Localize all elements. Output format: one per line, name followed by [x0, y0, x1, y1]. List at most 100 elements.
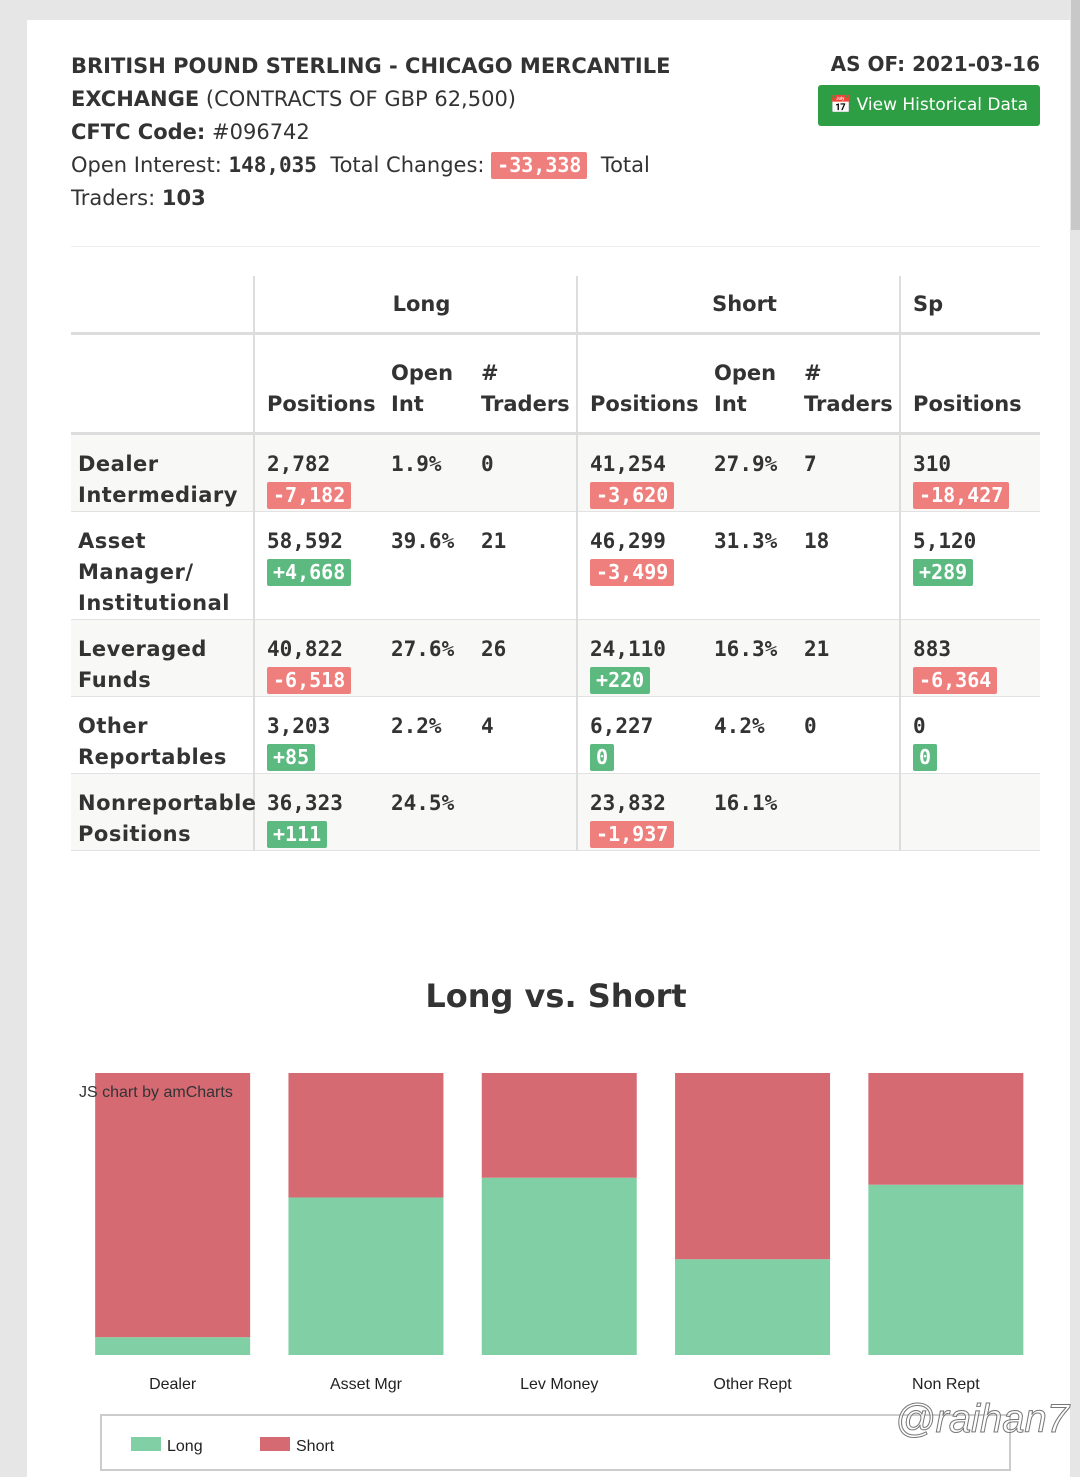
code-label: CFTC Code:	[71, 120, 206, 144]
as-of: AS OF: 2021-03-16	[831, 52, 1040, 76]
table-body: Dealer Intermediary 2,782 -7,182 1.9% 0 41,25…	[71, 433, 1040, 851]
change-wrap: -3,620	[590, 480, 702, 511]
cell-value: 6,227	[590, 714, 654, 738]
row: Other Reportables 3,203 +85 2.2% 4 6,227 0 4.2%…	[71, 696, 1040, 774]
column-header: # Traders	[469, 333, 578, 435]
cell-value: 0	[481, 452, 494, 476]
oi-label: Open Interest:	[71, 153, 222, 177]
change-badge: -7,182	[267, 482, 352, 509]
change-wrap: +289	[913, 557, 1040, 588]
row: Asset Manager/ Institutional 58,592 +4,668…	[71, 511, 1040, 620]
cell-value: 58,592	[267, 529, 343, 553]
cell: 16.1%	[702, 773, 793, 851]
bar-segment	[481, 1073, 637, 1178]
table: Long Short Sp Positions Open Int # Traders Po…	[71, 276, 1040, 851]
title: BRITISH POUND STERLING - CHICAGO MERCANT…	[71, 54, 671, 111]
cell	[899, 773, 1040, 851]
change-wrap: 0	[913, 742, 1040, 773]
change-badge: +289	[913, 559, 974, 586]
cell: 24,110 +220	[576, 619, 703, 697]
cell: 883 -6,364	[899, 619, 1040, 697]
row: Leveraged Funds 40,822 -6,518 27.6% 26 24,110…	[71, 619, 1040, 697]
column-header: Positions	[253, 333, 379, 435]
change-badge: -3,620	[590, 482, 675, 509]
column-header: Open Int	[702, 333, 793, 435]
cell-value: 46,299	[590, 529, 666, 553]
cell: 40,822 -6,518	[253, 619, 379, 697]
column-header: Open Int	[379, 333, 469, 435]
as-of-date: 2021-03-16	[912, 52, 1040, 76]
cell-value: 4	[481, 714, 494, 738]
cell: 7	[792, 433, 901, 512]
cell: 4.2%	[702, 696, 793, 774]
blank	[71, 276, 254, 335]
x-tick-label: Dealer	[149, 1376, 197, 1393]
change-badge: +111	[267, 821, 328, 848]
cell-value: 41,254	[590, 452, 666, 476]
change-badge: +85	[267, 744, 316, 771]
bar-segment	[95, 1073, 251, 1338]
button-label[interactable]: View Historical Data	[856, 95, 1028, 115]
cell: 27.9%	[702, 433, 793, 512]
bar-segment	[675, 1259, 831, 1355]
history-button[interactable]: 📅 View Historical Data	[818, 85, 1040, 126]
code: #096742	[212, 120, 310, 144]
header: BRITISH POUND STERLING - CHICAGO MERCANT…	[71, 50, 691, 215]
cell: 27.6%	[379, 619, 469, 697]
change-badge: -1,937	[590, 821, 675, 848]
cell-value: 27.9%	[714, 452, 778, 476]
cell-value: 31.3%	[714, 529, 778, 553]
cell-value: 27.6%	[391, 637, 455, 661]
blank	[71, 333, 254, 435]
cell: 0	[469, 433, 578, 512]
cell-value: 24.5%	[391, 791, 455, 815]
cell: 24.5%	[379, 773, 469, 851]
change-badge: 0	[913, 744, 938, 771]
bar-segment	[288, 1197, 444, 1355]
bar-segment	[288, 1073, 444, 1198]
cell: 16.3%	[702, 619, 793, 697]
change-wrap: -1,937	[590, 819, 702, 850]
group-header: Short	[576, 276, 901, 335]
cell-value: 23,832	[590, 791, 666, 815]
column-header: # Traders	[792, 333, 901, 435]
cell-value: 5,120	[913, 529, 977, 553]
change-wrap: +111	[267, 819, 379, 850]
cell: 2.2%	[379, 696, 469, 774]
cell-value: 2.2%	[391, 714, 442, 738]
cell-value: 18	[804, 529, 830, 553]
cell-value: 36,323	[267, 791, 343, 815]
group-header: Sp	[899, 276, 1040, 335]
cell-value: 3,203	[267, 714, 331, 738]
row-label: Leveraged Funds	[71, 619, 254, 697]
divider	[71, 246, 1040, 247]
legend-label: Short	[296, 1438, 335, 1455]
cell-value: 16.3%	[714, 637, 778, 661]
cell-value: 39.6%	[391, 529, 455, 553]
tc: -33,338	[491, 152, 588, 179]
cell-value: 0	[913, 714, 926, 738]
as-of-label: AS OF:	[830, 52, 906, 76]
change-wrap: -7,182	[267, 480, 379, 511]
cell: 0	[792, 696, 901, 774]
row-label: Other Reportables	[71, 696, 254, 774]
x-tick-label: Other Rept	[713, 1376, 792, 1393]
watermark: @raihan7	[895, 1397, 1071, 1441]
cell: 39.6%	[379, 511, 469, 620]
change-badge: +4,668	[267, 559, 352, 586]
legend-swatch	[131, 1437, 161, 1451]
cell: 2,782 -7,182	[253, 433, 379, 512]
cell-value: 310	[913, 452, 951, 476]
change-wrap: 0	[590, 742, 702, 773]
column-row: Positions Open Int # Traders Positions Open …	[71, 333, 1040, 435]
group-row: Long Short Sp	[71, 276, 1040, 335]
cell-value: 16.1%	[714, 791, 778, 815]
tt: 103	[161, 186, 206, 210]
column-header: Positions	[576, 333, 703, 435]
cell-value: 21	[481, 529, 507, 553]
contract: (CONTRACTS OF GBP 62,500)	[205, 87, 517, 111]
column-header: Positions	[899, 333, 1040, 435]
cell-value: 4.2%	[714, 714, 765, 738]
cell-value: 0	[804, 714, 817, 738]
